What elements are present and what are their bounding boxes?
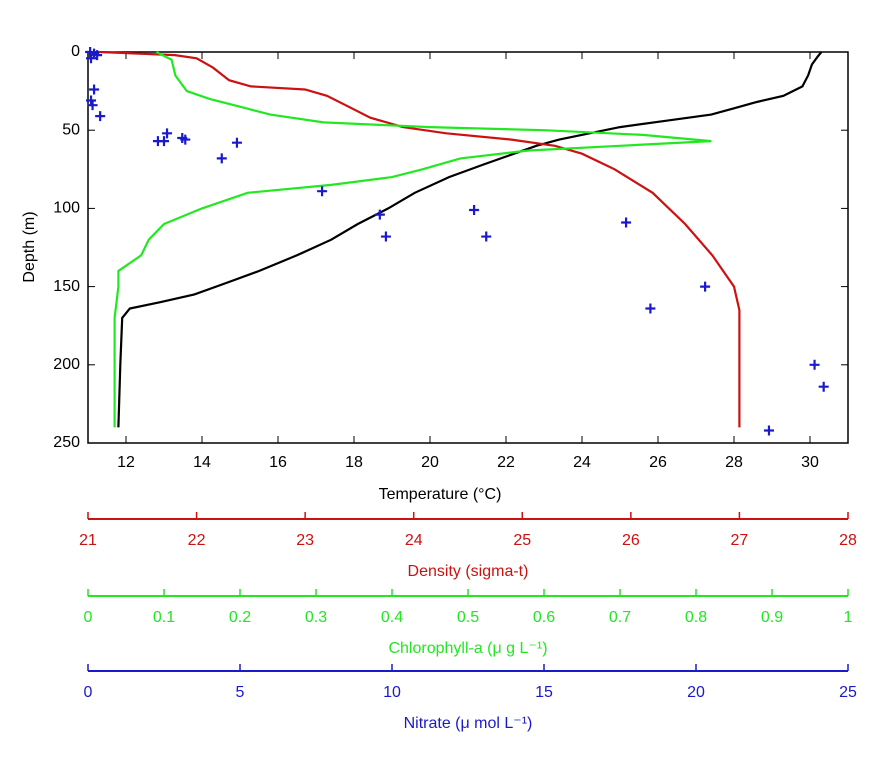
y-tick-label: 100 (53, 200, 80, 217)
nitrate-point (180, 134, 191, 145)
y-tick-label: 150 (53, 278, 80, 295)
x-tick-label: 16 (269, 454, 287, 471)
nitrate-point (380, 231, 391, 242)
nitrate-point (92, 50, 103, 61)
nitrate-point (700, 281, 711, 292)
secondary-axis-label: Chlorophyll-a (μ g L⁻¹) (388, 640, 547, 657)
x-tick-label: 26 (649, 454, 667, 471)
secondary-tick-label: 20 (687, 684, 705, 701)
secondary-tick-label: 25 (839, 684, 857, 701)
nitrate-point (216, 153, 227, 164)
y-tick-label: 250 (53, 434, 80, 451)
secondary-tick-label: 0.5 (457, 609, 479, 626)
secondary-tick-label: 0 (84, 684, 93, 701)
x-tick-label: 14 (193, 454, 211, 471)
secondary-tick-label: 24 (405, 532, 423, 549)
secondary-tick-label: 27 (731, 532, 749, 549)
secondary-tick-label: 21 (79, 532, 97, 549)
nitrate-point (818, 381, 829, 392)
nitrate-point (87, 100, 98, 111)
x-tick-label: 12 (117, 454, 135, 471)
nitrate-point (469, 204, 480, 215)
profile-line (113, 51, 712, 428)
secondary-tick-label: 25 (513, 532, 531, 549)
nitrate-point (89, 84, 100, 95)
nitrate-point (162, 128, 173, 139)
nitrate-point (86, 53, 97, 64)
secondary-tick-label: 0.7 (609, 609, 631, 626)
x-axis-label: Temperature (°C) (379, 486, 502, 503)
profile-line (98, 50, 741, 428)
secondary-tick-label: 0.1 (153, 609, 175, 626)
x-tick-label: 20 (421, 454, 439, 471)
nitrate-point (645, 303, 656, 314)
y-tick-label: 200 (53, 356, 80, 373)
nitrate-point (95, 111, 106, 122)
nitrate-point (159, 136, 169, 147)
nitrate-point (809, 359, 820, 370)
x-tick-label: 18 (345, 454, 363, 471)
x-tick-label: 30 (801, 454, 819, 471)
secondary-tick-label: 0.2 (229, 609, 251, 626)
secondary-tick-label: 28 (839, 532, 857, 549)
secondary-tick-label: 0.8 (685, 609, 707, 626)
y-tick-label: 0 (71, 43, 80, 60)
secondary-tick-label: 1 (844, 609, 853, 626)
x-tick-label: 24 (573, 454, 591, 471)
secondary-tick-label: 0.6 (533, 609, 555, 626)
plot-frame (87, 51, 849, 444)
secondary-axis-label: Density (sigma-t) (408, 563, 529, 580)
secondary-axis-label: Nitrate (μ mol L⁻¹) (404, 715, 533, 732)
nitrate-point (374, 209, 385, 220)
secondary-tick-label: 0.4 (381, 609, 403, 626)
secondary-tick-label: 22 (188, 532, 206, 549)
nitrate-point (231, 137, 242, 148)
x-tick-label: 22 (497, 454, 515, 471)
secondary-tick-label: 0.3 (305, 609, 327, 626)
secondary-tick-label: 15 (535, 684, 553, 701)
y-axis-label: Depth (m) (21, 211, 38, 282)
y-tick-label: 50 (62, 121, 80, 138)
secondary-tick-label: 0.9 (761, 609, 783, 626)
nitrate-point (481, 231, 492, 242)
x-tick-label: 28 (725, 454, 743, 471)
secondary-tick-label: 0 (84, 609, 93, 626)
nitrate-point (763, 425, 774, 436)
nitrate-point (621, 217, 632, 228)
secondary-tick-label: 23 (296, 532, 314, 549)
nitrate-point (317, 186, 328, 197)
nitrate-point (86, 95, 97, 106)
secondary-tick-label: 26 (622, 532, 640, 549)
profile-line (117, 51, 823, 428)
secondary-tick-label: 5 (236, 684, 245, 701)
secondary-tick-label: 10 (383, 684, 401, 701)
